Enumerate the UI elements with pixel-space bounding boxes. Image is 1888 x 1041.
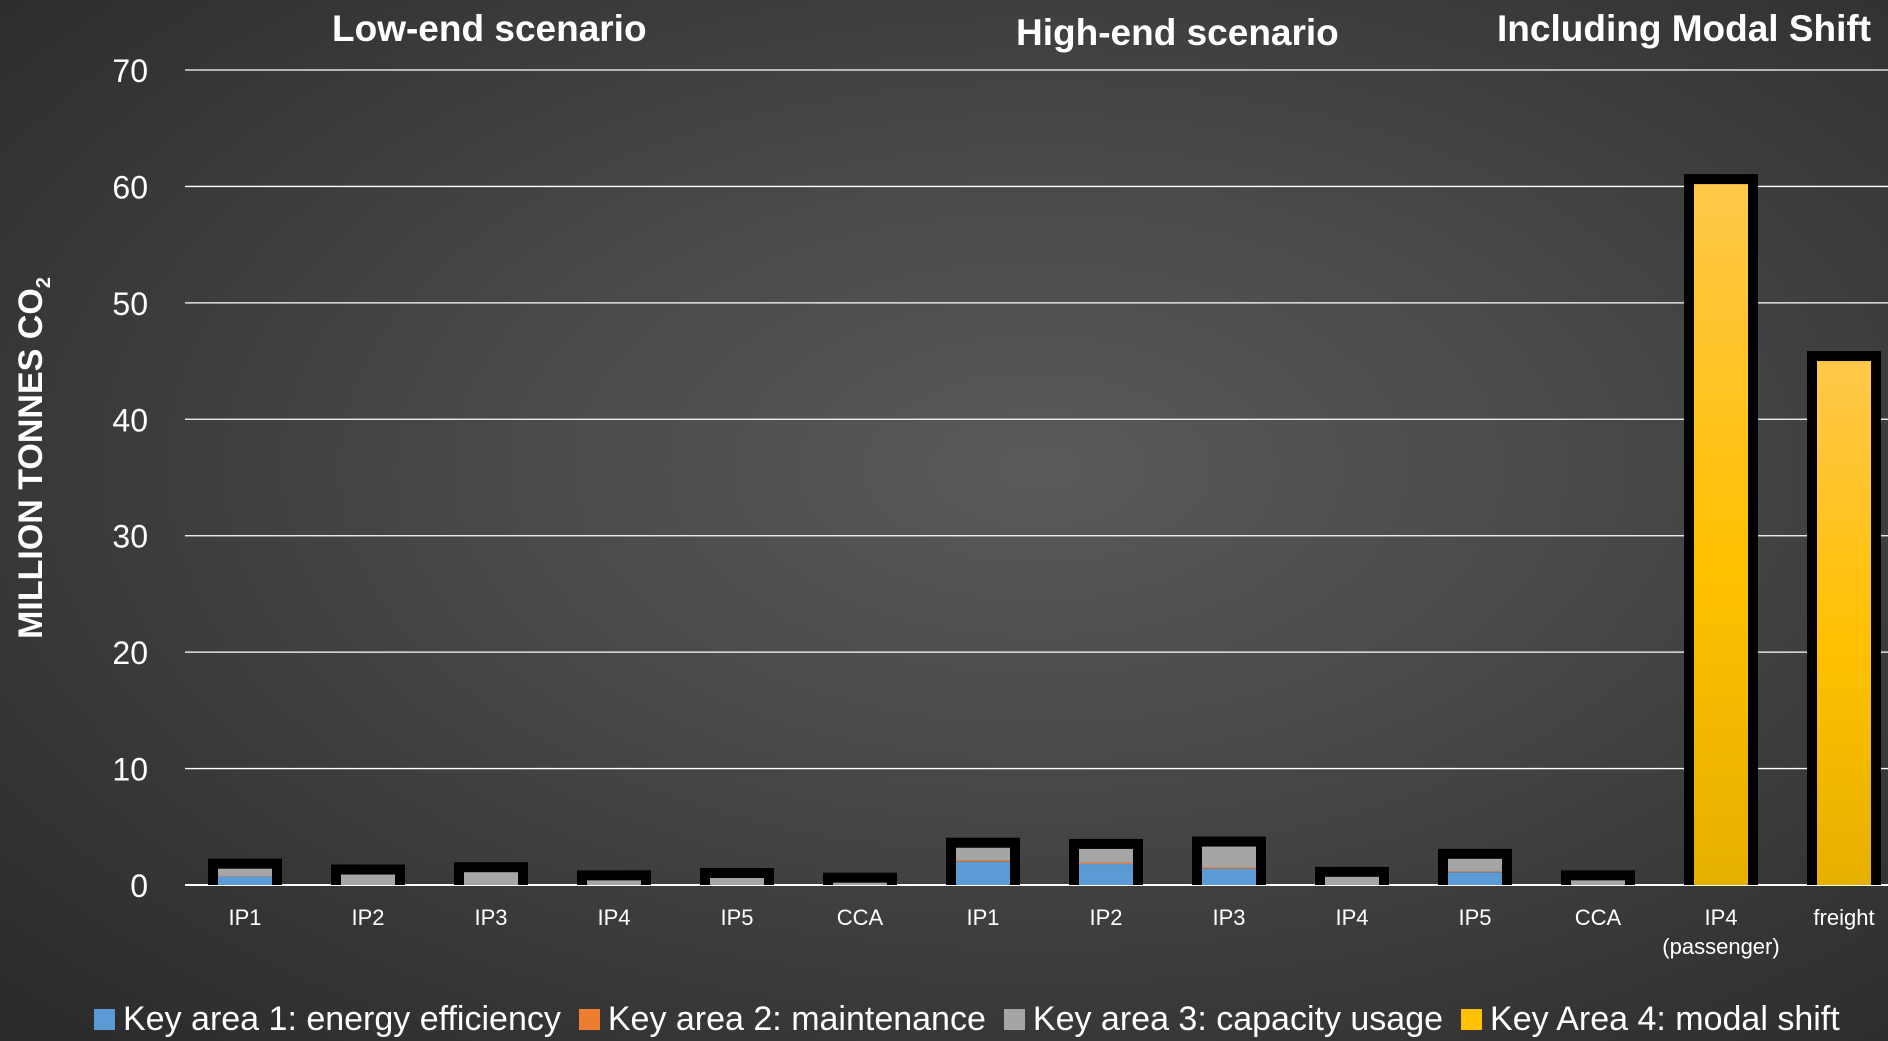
legend-swatch-maintenance bbox=[578, 1009, 600, 1030]
x-tick-label-7: IP2 bbox=[1089, 905, 1122, 930]
bar-segment-7-series-2 bbox=[1079, 848, 1133, 863]
bar-segment-13-series-3 bbox=[1817, 361, 1871, 886]
legend-item-modal-shift: Key Area 4: modal shift bbox=[1461, 1000, 1840, 1039]
legend-swatch-capacity-usage bbox=[1003, 1009, 1025, 1030]
y-tick-labels: 0 10 20 30 40 50 60 70 bbox=[112, 53, 148, 904]
bars bbox=[208, 174, 1881, 886]
bar-segment-10-series-0 bbox=[1448, 872, 1502, 885]
group-title-low-end: Low-end scenario bbox=[332, 8, 647, 49]
legend-label-maintenance: Key area 2: maintenance bbox=[607, 1000, 986, 1038]
y-tick-20: 20 bbox=[112, 635, 148, 671]
bar-segment-5-series-2 bbox=[833, 882, 887, 885]
group-title-modal-shift: Including Modal Shift bbox=[1497, 8, 1872, 49]
bar-segment-0-series-0 bbox=[218, 876, 272, 885]
bar-segment-6-series-1 bbox=[956, 860, 1010, 862]
y-tick-30: 30 bbox=[112, 519, 148, 555]
x-tick-label-12-1: (passenger) bbox=[1662, 934, 1779, 959]
y-tick-70: 70 bbox=[112, 53, 148, 89]
bar-segment-10-series-2 bbox=[1448, 858, 1502, 872]
x-tick-label-5: CCA bbox=[837, 905, 884, 930]
y-tick-40: 40 bbox=[112, 402, 148, 438]
y-tick-0: 0 bbox=[130, 868, 148, 904]
y-axis-label-subscript: 2 bbox=[32, 277, 55, 289]
bar-segment-12-series-3 bbox=[1694, 184, 1748, 886]
x-tick-label-12-0: IP4 bbox=[1704, 905, 1737, 930]
legend-label-capacity-usage: Key area 3: capacity usage bbox=[1032, 1000, 1444, 1038]
y-tick-10: 10 bbox=[112, 752, 148, 788]
legend-item-maintenance: Key area 2: maintenance bbox=[578, 1000, 986, 1039]
x-tick-label-2: IP3 bbox=[474, 905, 507, 930]
x-tick-label-1: IP2 bbox=[351, 905, 384, 930]
x-tick-label-6: IP1 bbox=[966, 905, 999, 930]
x-tick-label-4: IP5 bbox=[720, 905, 753, 930]
x-tick-label-10: IP5 bbox=[1458, 905, 1491, 930]
x-tick-label-13: freight bbox=[1813, 905, 1874, 930]
bar-segment-7-series-0 bbox=[1079, 864, 1133, 885]
legend-item-capacity-usage: Key area 3: capacity usage bbox=[1003, 1000, 1444, 1039]
x-tick-label-9: IP4 bbox=[1335, 905, 1368, 930]
y-axis-label: MILLION TONNES CO2 bbox=[12, 277, 56, 639]
bar-segment-4-series-2 bbox=[710, 878, 764, 885]
gridlines bbox=[185, 69, 1888, 886]
bar-segment-2-series-2 bbox=[464, 872, 518, 885]
x-tick-label-8: IP3 bbox=[1212, 905, 1245, 930]
bar-segment-3-series-2 bbox=[587, 880, 641, 885]
y-tick-50: 50 bbox=[112, 286, 148, 322]
bar-segment-10-series-1 bbox=[1448, 871, 1502, 873]
bar-segment-9-series-2 bbox=[1325, 876, 1379, 885]
x-tick-label-11: CCA bbox=[1575, 905, 1622, 930]
legend-swatch-modal-shift bbox=[1461, 1009, 1483, 1030]
bar-segment-1-series-2 bbox=[341, 874, 395, 885]
legend: Key area 1: energy efficiency Key area 2… bbox=[94, 1000, 1840, 1039]
bar-segment-0-series-2 bbox=[218, 868, 272, 877]
x-tick-label-3: IP4 bbox=[597, 905, 630, 930]
legend-item-energy-efficiency: Key area 1: energy efficiency bbox=[94, 1000, 561, 1039]
bar-segment-6-series-0 bbox=[956, 861, 1010, 885]
legend-label-modal-shift: Key Area 4: modal shift bbox=[1490, 1000, 1840, 1038]
legend-label-energy-efficiency: Key area 1: energy efficiency bbox=[123, 1000, 561, 1038]
bar-segment-8-series-0 bbox=[1202, 868, 1256, 885]
group-title-high-end: High-end scenario bbox=[1016, 12, 1339, 53]
bar-segment-8-series-2 bbox=[1202, 846, 1256, 868]
bar-segment-8-series-1 bbox=[1202, 867, 1256, 869]
y-tick-60: 60 bbox=[112, 169, 148, 205]
bar-segment-6-series-2 bbox=[956, 847, 1010, 861]
bar-segment-11-series-2 bbox=[1571, 880, 1625, 885]
bar-segment-7-series-1 bbox=[1079, 862, 1133, 865]
y-axis-label-text: MILLION TONNES CO bbox=[12, 288, 51, 639]
bar-outline-5 bbox=[823, 872, 897, 885]
x-tick-label-0: IP1 bbox=[228, 905, 261, 930]
x-tick-labels: IP1 IP2 IP3 IP4 IP5 CCA IP1 IP2 IP3 IP4 IP5 CCA IP4 (… bbox=[228, 905, 1874, 959]
legend-swatch-energy-efficiency bbox=[94, 1009, 115, 1030]
